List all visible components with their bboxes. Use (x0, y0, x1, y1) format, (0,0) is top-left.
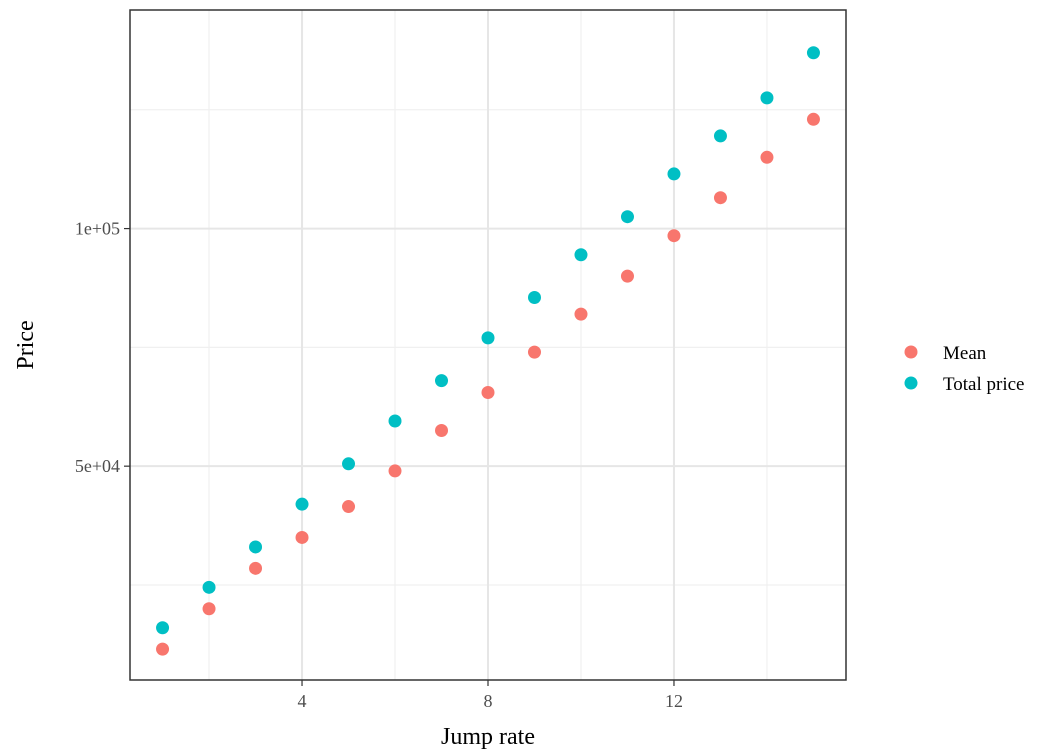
point-mean (295, 530, 309, 544)
point-total-price (156, 621, 170, 635)
x-tick-label: 8 (484, 691, 493, 711)
point-mean (713, 191, 727, 205)
point-mean (342, 500, 356, 514)
point-mean (481, 386, 495, 400)
point-total-price (620, 210, 634, 224)
y-axis-title: Price (13, 320, 39, 369)
y-tick-label: 1e+05 (75, 219, 120, 239)
x-tick-label: 4 (298, 691, 307, 711)
point-mean (527, 345, 541, 359)
point-mean (249, 561, 263, 575)
point-total-price (249, 540, 263, 554)
y-tick-label: 5e+04 (75, 456, 120, 476)
legend: Mean Total price (904, 343, 1025, 395)
point-mean (806, 112, 820, 126)
point-mean (435, 424, 449, 438)
point-mean (388, 464, 402, 478)
point-mean (574, 307, 588, 321)
point-mean (202, 602, 216, 616)
point-total-price (527, 290, 541, 304)
legend-label-total-price: Total price (943, 374, 1025, 395)
x-tick-label: 12 (665, 691, 683, 711)
point-total-price (342, 457, 356, 471)
x-axis-ticks: 4 8 12 (298, 680, 683, 711)
point-total-price (202, 580, 216, 594)
data-points (156, 46, 820, 656)
point-total-price (806, 46, 820, 60)
point-mean (760, 150, 774, 164)
point-mean (667, 229, 681, 243)
grid-lines (130, 10, 846, 680)
legend-key-mean (904, 345, 918, 359)
point-total-price (481, 331, 495, 345)
legend-label-mean: Mean (943, 343, 987, 364)
point-total-price (713, 129, 727, 143)
point-total-price (667, 167, 681, 181)
point-mean (620, 269, 634, 283)
point-mean (156, 642, 170, 656)
point-total-price (295, 497, 309, 511)
legend-key-total-price (904, 376, 918, 390)
y-axis-ticks: 5e+04 1e+05 (75, 219, 130, 476)
point-total-price (435, 374, 449, 388)
x-axis-title: Jump rate (441, 724, 535, 750)
point-total-price (760, 91, 774, 105)
point-total-price (574, 248, 588, 262)
point-total-price (388, 414, 402, 428)
